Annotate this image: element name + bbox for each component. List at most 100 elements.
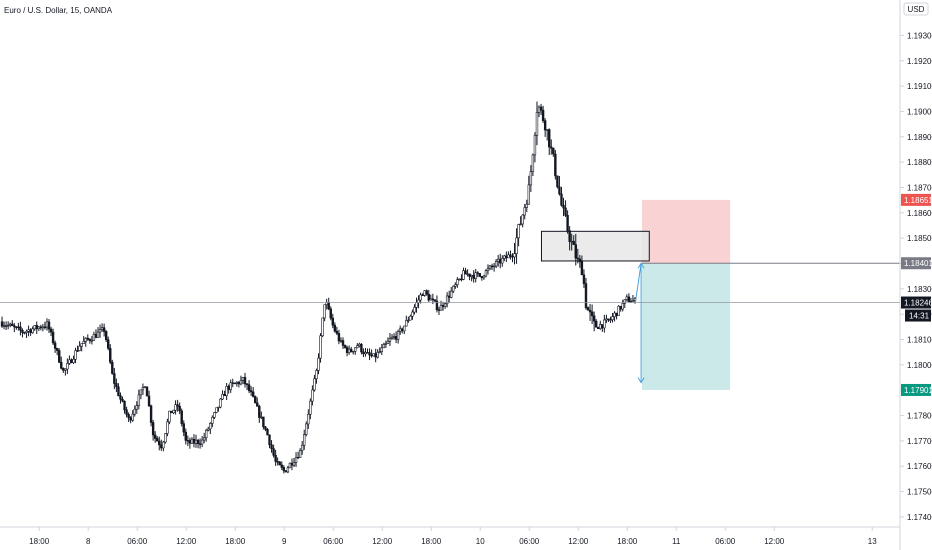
candle-down: [343, 345, 347, 348]
candle-up: [211, 417, 214, 424]
candle-up: [405, 320, 408, 327]
candle-up: [300, 444, 304, 451]
x-tick-label: 18:00: [617, 537, 638, 546]
currency-label: USD: [908, 5, 925, 14]
candle-down: [282, 467, 286, 471]
candle-up: [419, 294, 422, 301]
candle-up: [92, 334, 96, 341]
candle-down: [433, 299, 437, 302]
candle-down: [115, 383, 118, 388]
candle-down: [196, 439, 200, 444]
candle-down: [539, 106, 543, 111]
candle-down: [39, 326, 43, 329]
candle-down: [55, 348, 59, 351]
y-tick-label: 1.18700: [907, 183, 932, 192]
candle-up: [456, 279, 459, 285]
candle-up: [603, 319, 606, 329]
candle-down: [4, 325, 8, 327]
candle-up: [380, 347, 384, 353]
candle-down: [541, 109, 545, 121]
candle-up: [445, 295, 449, 305]
candle-up: [317, 357, 320, 371]
candle-up: [415, 302, 418, 308]
candle-up: [215, 407, 218, 413]
candle-down: [564, 207, 567, 216]
candle-down: [149, 405, 153, 423]
candle-down: [245, 383, 249, 386]
candle-down: [619, 305, 622, 310]
zone-rectangle[interactable]: [540, 230, 650, 262]
candle-down: [552, 147, 555, 155]
candle-down: [374, 353, 377, 358]
candle-up: [386, 340, 390, 344]
candle-down: [19, 326, 22, 331]
y-tick-label: 1.17800: [907, 412, 932, 421]
candle-down: [113, 373, 116, 384]
candle-down: [151, 422, 155, 436]
candle-down: [554, 153, 557, 177]
candle-down: [178, 405, 181, 412]
candle-up: [409, 315, 412, 321]
candle-down: [572, 240, 575, 245]
candle-down: [233, 382, 237, 385]
candle-up: [621, 303, 624, 310]
x-tick-label: 13: [868, 537, 877, 546]
candle-down: [341, 340, 345, 346]
candle-down: [280, 464, 283, 468]
candle-down: [335, 330, 339, 334]
candle-up: [9, 323, 12, 326]
candle-up: [241, 377, 245, 381]
x-tick-label: 06:00: [323, 537, 344, 546]
candle-up: [305, 423, 308, 435]
candle-down: [435, 300, 439, 311]
candle-down: [186, 440, 190, 442]
candle-down: [111, 361, 114, 374]
candle-up: [315, 370, 318, 380]
candle-down: [627, 296, 631, 302]
y-tick-label: 1.18300: [907, 285, 932, 294]
currency-button[interactable]: USD: [903, 2, 929, 16]
candle-down: [331, 317, 335, 326]
candle-up: [533, 134, 537, 156]
candle-up: [411, 311, 414, 317]
candle-up: [356, 345, 359, 349]
candle-down: [594, 320, 598, 328]
y-tick-label: 1.19300: [907, 31, 932, 40]
stop-loss-zone[interactable]: [641, 199, 731, 264]
candle-down: [401, 328, 404, 332]
candle-up: [64, 368, 67, 371]
candle-up: [292, 462, 296, 466]
y-tick-label: 1.18800: [907, 158, 932, 167]
candle-down: [270, 444, 273, 449]
candle-up: [72, 358, 75, 364]
candle-up: [98, 329, 102, 333]
candle-down: [223, 393, 226, 397]
candle-up: [503, 255, 506, 259]
candle-down: [360, 343, 363, 353]
candle-down: [447, 295, 451, 298]
candle-up: [82, 341, 85, 344]
candle-up: [466, 273, 469, 276]
candle-up: [403, 325, 406, 332]
projection-path[interactable]: [634, 263, 642, 383]
candle-down: [601, 324, 604, 329]
candle-down: [43, 326, 47, 329]
x-tick-label: 06:00: [519, 537, 540, 546]
candle-up: [205, 429, 208, 439]
x-tick-label: 18:00: [421, 537, 442, 546]
candle-up: [66, 363, 69, 370]
candle-up: [501, 258, 504, 264]
take-profit-zone[interactable]: [641, 263, 731, 390]
candle-down: [272, 448, 275, 456]
candle-up: [84, 337, 87, 342]
current-price-tag-bg: [901, 296, 931, 309]
candle-down: [582, 274, 586, 284]
candle-up: [96, 331, 100, 338]
candle-down: [368, 352, 371, 356]
candle-up: [37, 326, 40, 330]
candle-down: [13, 325, 16, 328]
candle-down: [62, 367, 65, 371]
candle-down: [276, 461, 279, 463]
candle-down: [88, 339, 92, 341]
